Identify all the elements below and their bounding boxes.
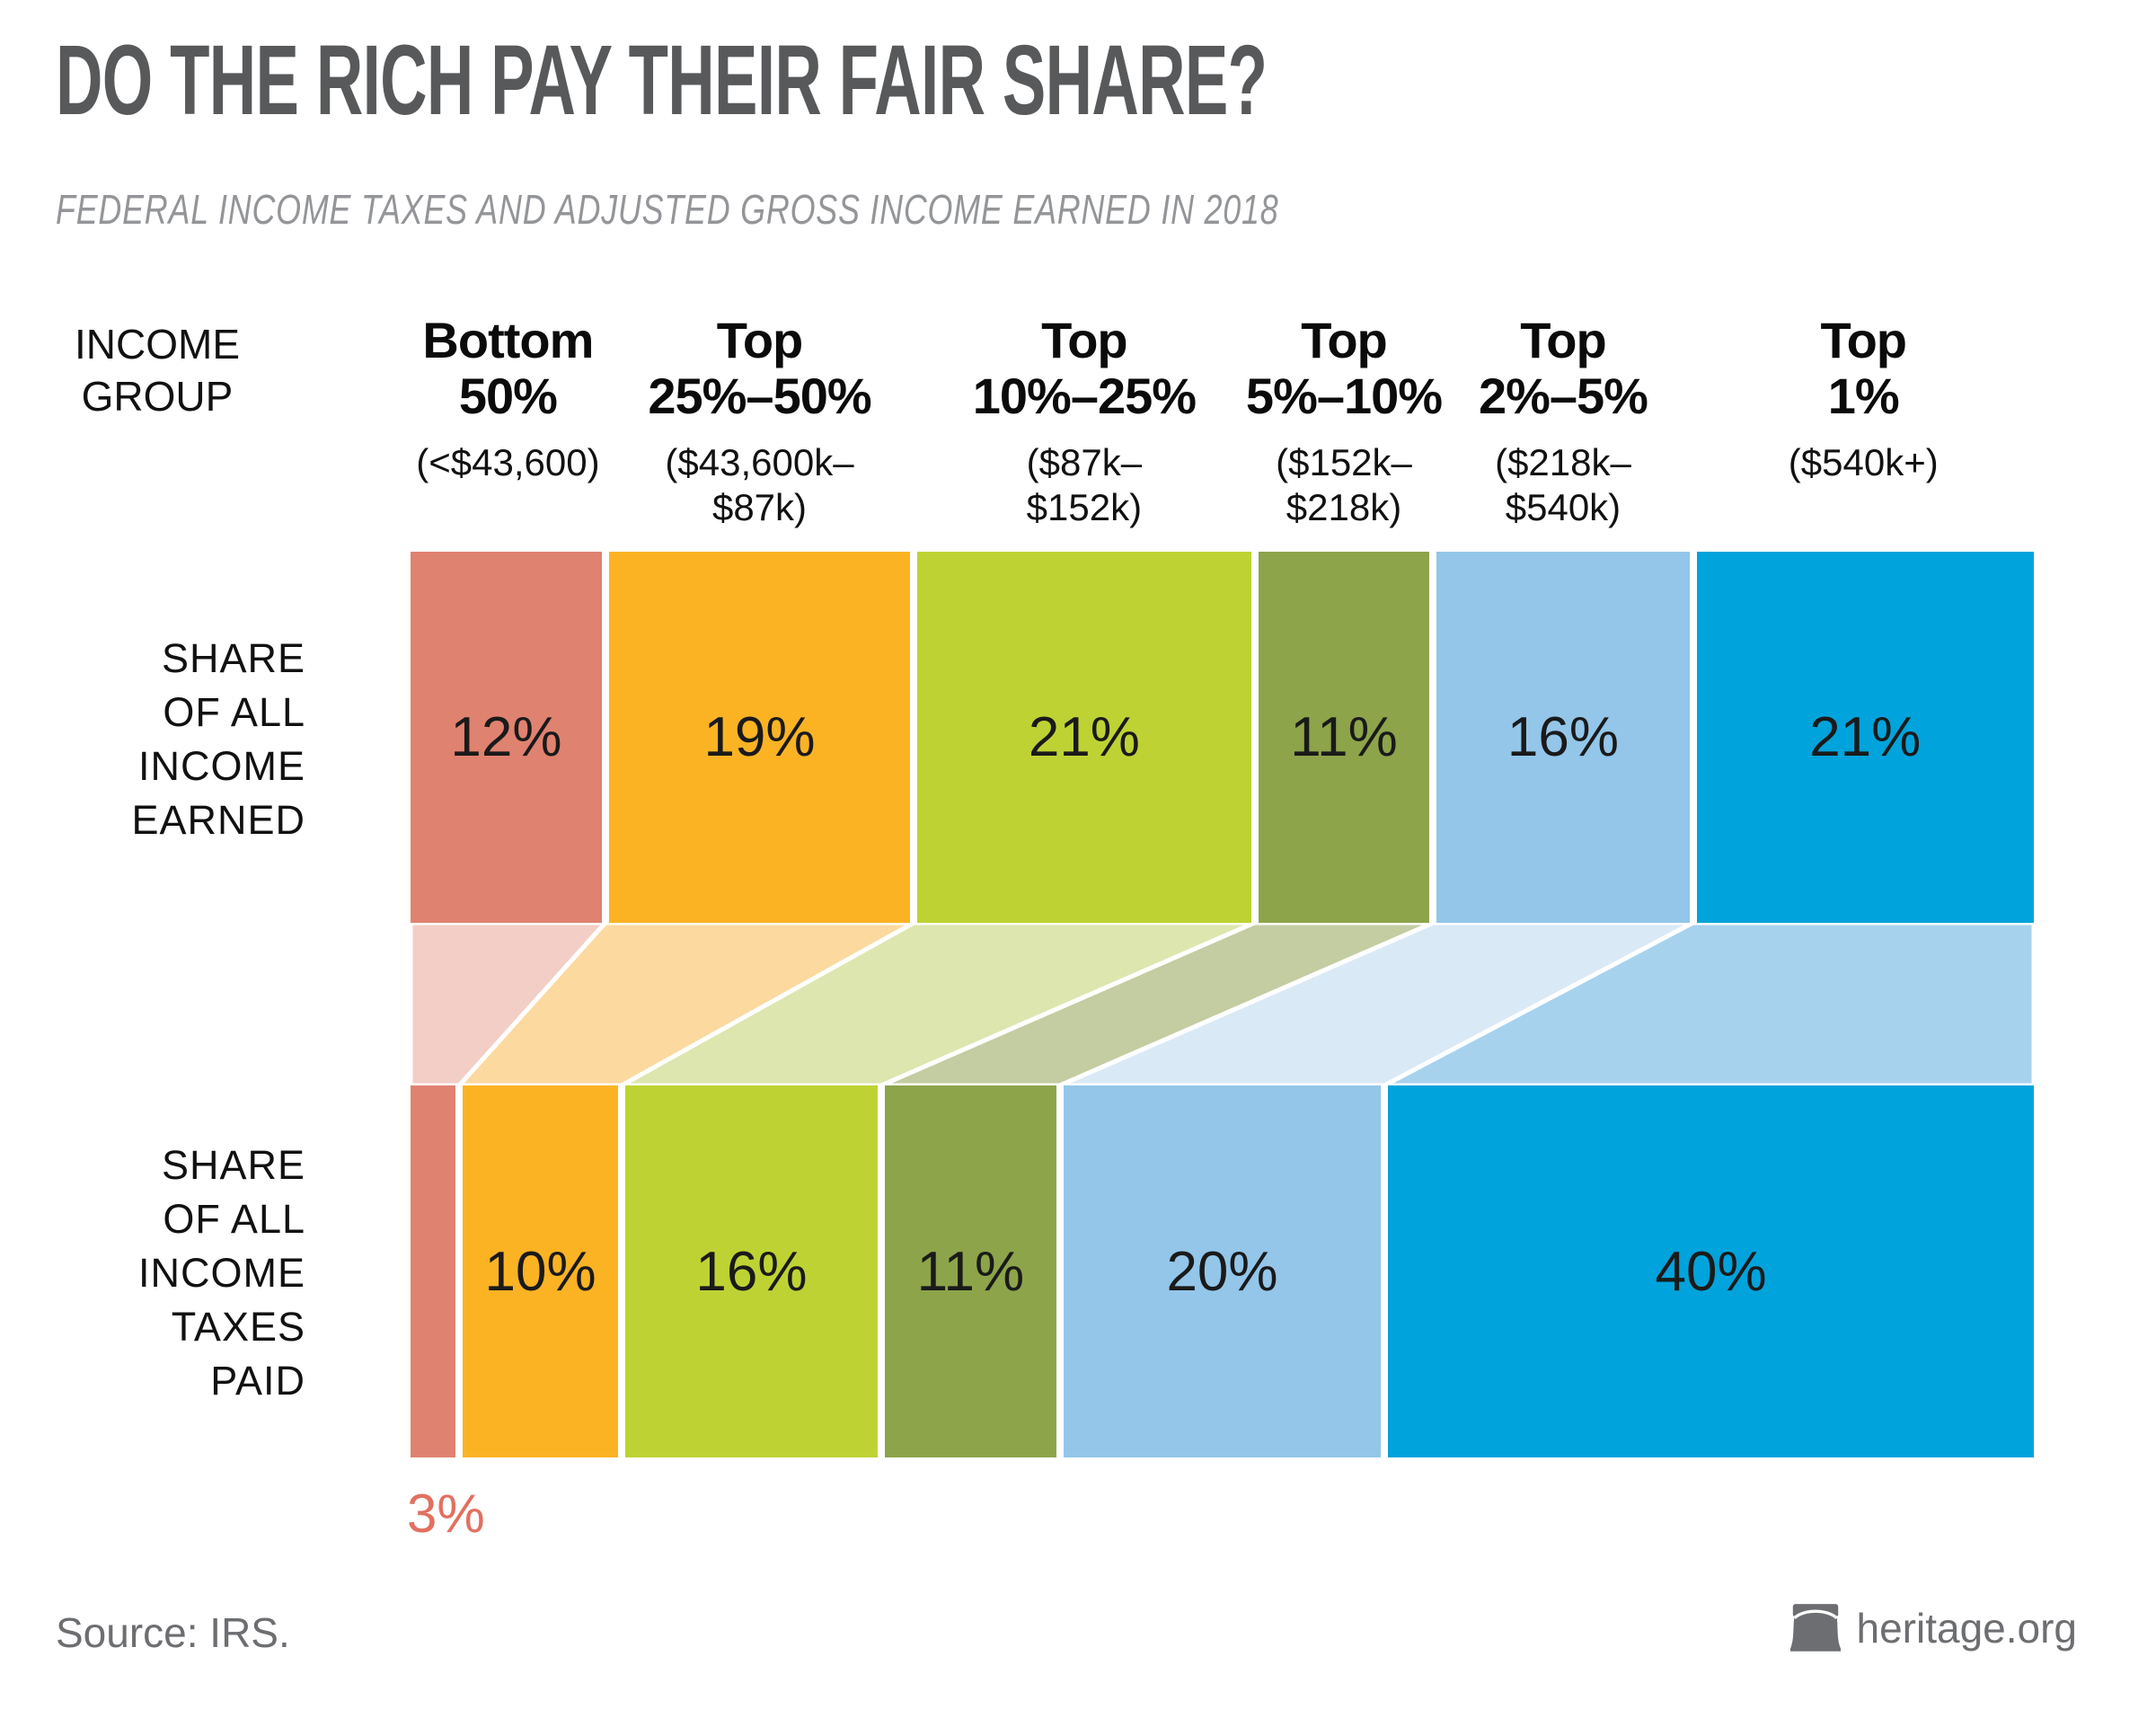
column-header-range: ($218k– $540k) [1479, 440, 1648, 530]
income-bar-value-label: 16% [1507, 706, 1619, 768]
tax-bar-value-label: 16% [695, 1240, 808, 1303]
column-header-range-line: (<$43,600) [416, 441, 600, 483]
tax-bar-segment-1: 10% [459, 1085, 622, 1457]
column-header-range-line: ($87k– [1026, 441, 1143, 483]
column-header-name-line: Top [716, 312, 803, 368]
page-title: DO THE RICH PAY THEIR FAIR SHARE? [56, 25, 1268, 136]
column-header-name: Top 2%–5% [1479, 313, 1648, 424]
column-header-name-line: Top [1820, 312, 1907, 368]
column-header-name-line: Top [1041, 312, 1127, 368]
brand-text: heritage.org [1856, 1605, 2078, 1652]
column-header-range: ($152k– $218k) [1246, 440, 1442, 530]
column-header-range: ($87k– $152k) [973, 440, 1196, 530]
income-bar-value-label: 11% [1290, 706, 1398, 768]
column-header-name: Top 25%–50% [648, 312, 871, 424]
flow-ribbon-5 [1384, 923, 2034, 1085]
column-header-name-line: Top [1520, 312, 1606, 368]
column-header-name-line: Top [1301, 312, 1387, 368]
income-group-axis-label: INCOME GROUP [45, 318, 270, 422]
chart: 12% 19% 21% 11% 16% 21% 10% 16% 11% 20% 40% 3% [407, 552, 2034, 1544]
column-header-name: Top 1% [1789, 313, 1939, 424]
tax-bar-segment-2: 16% [621, 1085, 882, 1457]
row-label-line: TAXES [171, 1304, 305, 1350]
flow-ribbon-4 [1060, 923, 1693, 1085]
income-bar-segment-5: 21% [1692, 552, 2034, 923]
column-header-range-line: $152k) [1026, 486, 1143, 528]
column-header-4: Top 2%–5% ($218k– $540k) [1479, 313, 1648, 530]
column-header-range: ($43,600k– $87k) [648, 440, 870, 530]
column-header-1: Top 25%–50% ($43,600k– $87k) [648, 312, 871, 530]
column-header-name-line: 2%–5% [1478, 368, 1648, 424]
column-header-range-line: $87k) [711, 486, 808, 528]
column-header-2: Top 10%–25% ($87k– $152k) [972, 312, 1197, 530]
flow-ribbons [411, 923, 2034, 1085]
tax-bar-value-label: 20% [1166, 1240, 1278, 1303]
source-note: Source: IRS. [56, 1609, 290, 1656]
brand-lockup: heritage.org [1789, 1603, 2078, 1653]
column-header-0: Bottom 50% (<$43,600) [416, 313, 599, 485]
page-subtitle: FEDERAL INCOME TAXES AND ADJUSTED GROSS … [56, 186, 1279, 233]
income-group-axis-line: GROUP [81, 373, 234, 420]
tax-bar-segment-3: 11% [881, 1085, 1060, 1457]
row-label-line: SHARE [161, 635, 305, 681]
column-header-name: Bottom 50% [416, 313, 599, 424]
row-label-line: EARNED [131, 797, 305, 843]
column-header-range-line: ($152k– [1276, 441, 1412, 483]
tax-bar-value-label: 11% [916, 1240, 1025, 1303]
column-header-name-line: 1% [1827, 368, 1900, 424]
income-bar-segment-3: 11% [1254, 552, 1434, 923]
column-header-range-line: $540k) [1505, 486, 1621, 528]
income-earned-bar: 12% 19% 21% 11% 16% 21% [411, 552, 2034, 923]
flow-ribbon-1 [459, 923, 914, 1085]
row-label-line: PAID [210, 1358, 305, 1404]
column-header-range: (<$43,600) [416, 440, 599, 485]
column-header-name-line: Bottom [422, 312, 594, 368]
row-label-line: OF ALL [163, 689, 305, 735]
column-header-name: Top 5%–10% [1245, 312, 1443, 424]
tax-bar-value-label: 10% [484, 1240, 596, 1303]
row-label-line: OF ALL [163, 1196, 305, 1242]
row-label-line: INCOME [138, 743, 305, 789]
row-label-taxes-paid: SHARE OF ALL INCOME TAXES PAID [0, 1138, 305, 1408]
column-headers: Bottom 50% (<$43,600) Top 25%–50% ($43,600k– $… [411, 313, 2034, 555]
column-header-range: ($540k+) [1789, 440, 1939, 485]
tax-bar-segment-4: 20% [1059, 1085, 1385, 1457]
row-label-line: SHARE [161, 1142, 305, 1188]
row-label-line: INCOME [138, 1250, 305, 1296]
tax-bar-value-label: 40% [1655, 1240, 1767, 1303]
income-group-axis-line: INCOME [75, 321, 240, 368]
income-bar-segment-4: 16% [1433, 552, 1693, 923]
income-bar-value-label: 19% [703, 706, 816, 768]
column-header-name-line: 10%–25% [972, 368, 1197, 424]
column-header-name: Top 10%–25% [972, 312, 1197, 424]
column-header-name-line: 25%–50% [648, 368, 871, 424]
tax-bar-segment-0 [411, 1085, 460, 1457]
column-header-5: Top 1% ($540k+) [1789, 313, 1939, 485]
flow-ribbon-3 [881, 923, 1433, 1085]
column-header-name-line: 5%–10% [1245, 368, 1443, 424]
row-label-income-earned: SHARE OF ALL INCOME EARNED [0, 632, 305, 847]
flow-ribbon-0 [411, 923, 605, 1085]
column-header-range-line: $218k) [1286, 486, 1402, 528]
column-header-range-line: ($43,600k– [665, 441, 854, 483]
income-bar-value-label: 21% [1809, 706, 1922, 768]
income-bar-segment-2: 21% [914, 552, 1255, 923]
taxes-paid-bar: 10% 16% 11% 20% 40% [411, 1085, 2034, 1457]
column-header-name-line: 50% [458, 368, 558, 424]
income-bar-segment-0: 12% [411, 552, 605, 923]
flow-ribbon-2 [622, 923, 1255, 1085]
tax-bar-segment-5: 40% [1384, 1085, 2034, 1457]
income-bar-value-label: 21% [1028, 706, 1140, 768]
column-header-range-line: ($540k+) [1788, 441, 1939, 483]
income-bar-value-label: 12% [450, 706, 562, 768]
income-bar-segment-1: 19% [605, 552, 915, 923]
tax-outside-label: 3% [407, 1484, 485, 1544]
column-header-range-line: ($218k– [1495, 441, 1631, 483]
column-header-3: Top 5%–10% ($152k– $218k) [1245, 312, 1443, 530]
liberty-bell-icon [1789, 1604, 1841, 1652]
